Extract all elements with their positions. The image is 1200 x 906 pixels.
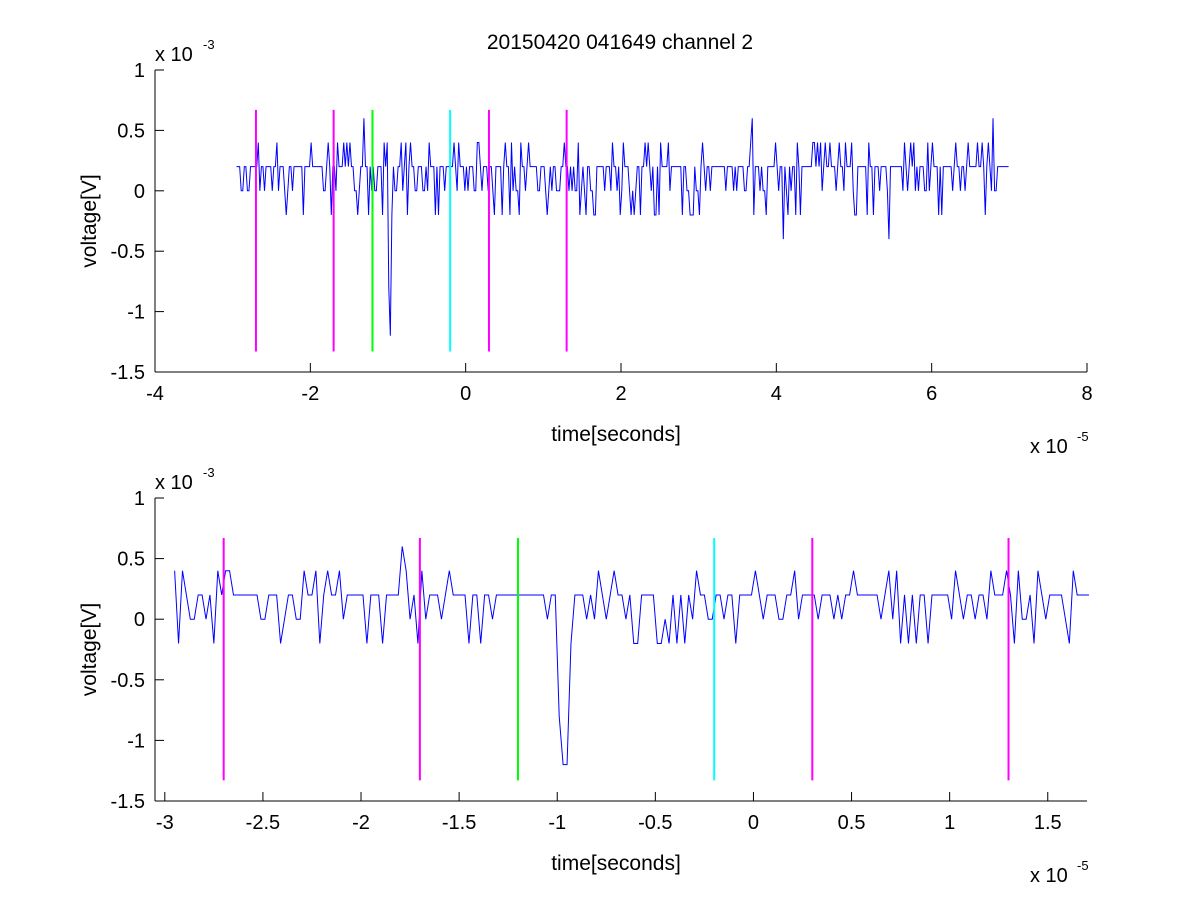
x-tick-label: 4 <box>771 383 782 405</box>
x-tick-label: 6 <box>926 383 937 405</box>
signal-series <box>236 118 1009 336</box>
x-exponent: x 10 <box>1030 865 1068 887</box>
x-tick-label: 8 <box>1081 383 1092 405</box>
x-tick-label: 1.5 <box>1034 812 1062 834</box>
x-tick-label: -2 <box>301 383 319 405</box>
x-axis-label: time[seconds] <box>551 852 681 875</box>
x-tick-label: -2 <box>352 812 370 834</box>
x-tick-label: 0 <box>460 383 471 405</box>
y-tick-label: 1 <box>134 60 145 82</box>
y-tick-label: -1 <box>127 730 145 752</box>
chart-title: 20150420 041649 channel 2 <box>487 31 753 54</box>
y-tick-label: 0.5 <box>117 549 145 571</box>
y-exponent-power: -3 <box>203 37 215 52</box>
y-axis-label: voltage[V] <box>78 603 101 696</box>
bottom-plot: -3 -2.5 -2 -1.5 -1 -0.5 0 0.5 1 1.5 -1.5 -1 -0.5 0 0.5… <box>78 465 1089 887</box>
y-tick-label: 0 <box>134 181 145 203</box>
x-axis-label: time[seconds] <box>551 423 681 446</box>
x-tick-label: 2 <box>615 383 626 405</box>
y-tick-label: -1.5 <box>111 791 145 813</box>
x-tick-label: 0.5 <box>838 812 866 834</box>
x-tick-label: 0 <box>748 812 759 834</box>
x-exponent-power: -5 <box>1077 429 1089 444</box>
x-tick-label: -1.5 <box>442 812 476 834</box>
x-tick-label: 1 <box>944 812 955 834</box>
x-tick-label: -0.5 <box>638 812 672 834</box>
y-tick-label: 0 <box>134 609 145 631</box>
x-exponent: x 10 <box>1030 436 1068 458</box>
x-tick-label: -1 <box>548 812 566 834</box>
y-exponent: x 10 <box>155 472 193 494</box>
y-tick-label: -1.5 <box>111 362 145 384</box>
x-tick-label: -3 <box>156 812 174 834</box>
top-plot: -4 -2 0 2 4 6 8 -1.5 -1 -0.5 0 0.5 1 time[seconds] vol… <box>78 37 1093 458</box>
y-tick-label: 0.5 <box>117 120 145 142</box>
x-exponent-power: -5 <box>1077 858 1089 873</box>
y-axis-label: voltage[V] <box>78 174 101 267</box>
y-tick-label: 1 <box>134 488 145 510</box>
y-tick-label: -0.5 <box>111 241 145 263</box>
signal-series <box>174 546 1089 766</box>
x-tick-label: -4 <box>146 383 164 405</box>
x-tick-label: -2.5 <box>246 812 280 834</box>
y-exponent: x 10 <box>155 44 193 66</box>
y-tick-label: -0.5 <box>111 670 145 692</box>
y-tick-label: -1 <box>127 302 145 324</box>
y-exponent-power: -3 <box>203 465 215 480</box>
